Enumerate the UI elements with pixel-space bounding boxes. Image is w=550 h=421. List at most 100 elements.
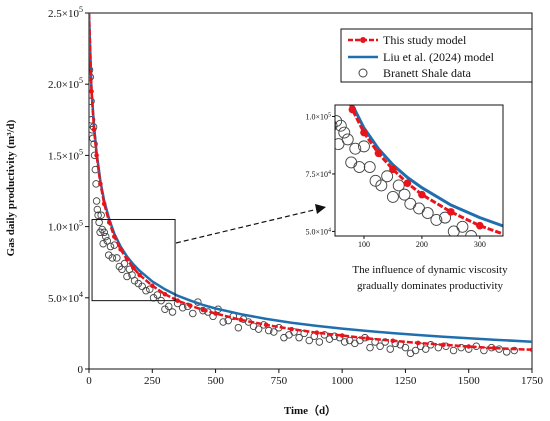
data-point [381, 170, 394, 183]
data-point [465, 230, 478, 236]
annotation-line-2: gradually dominates productivity [357, 280, 504, 292]
model-dot [505, 232, 513, 240]
series-layer [89, 13, 532, 358]
data-point [353, 161, 366, 174]
inset-y-tick-label: 7.5×104 [305, 170, 331, 179]
inset-y-tick-label: 1.0×105 [305, 112, 331, 121]
data-point [93, 205, 102, 214]
annotation-line-1: The influence of dynamic viscosity [352, 264, 508, 276]
data-point [456, 220, 469, 233]
inset-plot: 100 200 300 5.0×104 7.5×104 1.0×105 [305, 0, 526, 260]
data-point [363, 161, 376, 174]
model-dot [491, 345, 497, 351]
data-point [234, 323, 243, 332]
inset-x-tick-label: 200 [416, 240, 428, 249]
data-point [123, 272, 131, 281]
data-point [338, 126, 351, 139]
data-point [406, 349, 415, 358]
data-point [439, 211, 452, 224]
model-dot [89, 89, 94, 94]
data-point [430, 213, 443, 226]
model-dot [418, 190, 426, 199]
model-dot [374, 149, 383, 158]
zoom-source-box [91, 218, 176, 302]
legend-label-liu: Liu et al. (2024) model [383, 50, 495, 64]
data-point [254, 325, 263, 333]
y-tick-label: 1.0×105 [48, 219, 83, 234]
data-point [264, 326, 273, 335]
legend-entry-data: Branett Shale data [358, 66, 472, 80]
data-point [349, 142, 362, 155]
model-dot [403, 179, 412, 187]
legend-swatch-red-dot [360, 37, 366, 43]
data-point [178, 304, 187, 312]
data-point [95, 218, 103, 227]
data-point [313, 0, 324, 7]
model-dot [131, 265, 136, 271]
data-point [142, 286, 150, 295]
data-point [328, 93, 339, 104]
tick-layer: 0 250 500 750 1000 1250 1500 1750 0 5.0×104 1.0×10… [48, 5, 543, 387]
data-point [100, 228, 108, 237]
data-point [168, 308, 177, 316]
zoom-arrow [175, 208, 319, 244]
inset-frame-border [334, 104, 504, 237]
data-point [285, 331, 293, 339]
data-point [189, 309, 197, 318]
data-point [97, 211, 105, 219]
data-point [153, 291, 162, 299]
model-dot [137, 272, 142, 278]
data-point [381, 338, 389, 346]
legend-swatch-circle [358, 68, 368, 78]
data-point [341, 133, 354, 146]
model-dot [390, 338, 396, 344]
legend: This study model Liu et al. (2024) model… [340, 28, 533, 83]
data-point [138, 282, 146, 291]
model-dot [101, 201, 107, 207]
legend-entry-this-study: This study model [348, 33, 467, 47]
data-point [375, 179, 388, 192]
this-study-line [89, 13, 532, 352]
data-point [270, 328, 278, 336]
model-dot [91, 127, 97, 133]
data-point [340, 338, 349, 346]
data-point [503, 235, 514, 246]
model-dot [94, 153, 99, 158]
model-dot [365, 336, 370, 341]
model-dot [124, 257, 130, 262]
y-axis-label: Gas daily productivity (m³/d) [5, 119, 17, 256]
data-point [492, 249, 503, 260]
legend-entry-liu: Liu et al. (2024) model [348, 50, 495, 64]
x-tick-label: 750 [271, 375, 288, 387]
zoom-arrow-head [315, 204, 326, 214]
inset-x-tick-label: 300 [474, 240, 486, 249]
data-point [421, 345, 430, 353]
data-point [457, 343, 465, 352]
model-dot [328, 44, 336, 52]
model-dot [187, 303, 193, 308]
data-point [94, 211, 102, 219]
inset-y-tick-label: 5.0×104 [305, 227, 331, 236]
y-tick-label: 0 [78, 364, 84, 376]
data-point [392, 179, 405, 192]
data-point [325, 335, 334, 343]
data-point [401, 343, 410, 352]
data-point [120, 259, 129, 268]
data-point [280, 333, 288, 342]
x-tick-label: 500 [207, 375, 224, 387]
y-tick-label: 5.0×104 [48, 290, 83, 305]
x-axis-label: Time（d） [284, 404, 336, 417]
model-dot [447, 208, 455, 216]
data-point [92, 197, 101, 205]
model-dot [175, 298, 180, 303]
data-point [295, 333, 303, 342]
data-point [305, 336, 313, 345]
model-dot [466, 344, 472, 349]
data-point [321, 93, 332, 104]
x-tick-label: 250 [144, 375, 161, 387]
data-point [318, 70, 329, 81]
data-point [249, 322, 258, 331]
data-point [515, 242, 526, 253]
data-point [317, 42, 328, 53]
data-point [101, 232, 110, 241]
